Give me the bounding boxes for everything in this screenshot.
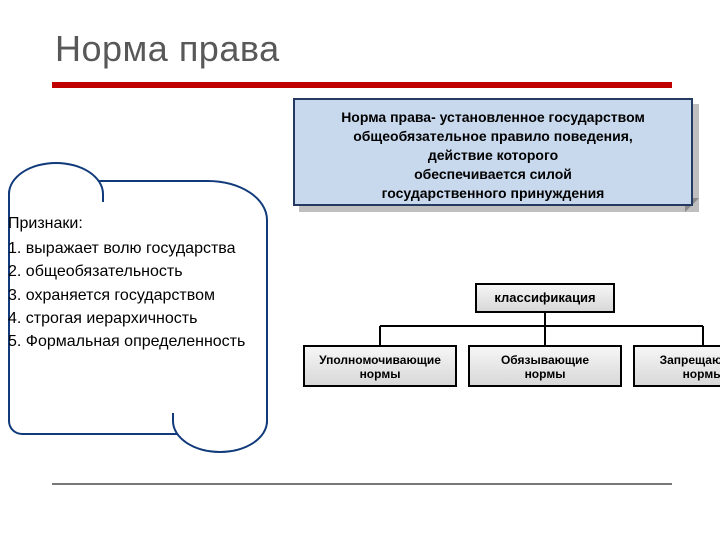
classification-leaf-node: Обязывающие нормы <box>468 345 622 387</box>
leaf-line: нормы <box>470 367 620 381</box>
feature-item: 2. общеобязательность <box>8 260 308 283</box>
leaf-line: Обязывающие <box>470 353 620 367</box>
classification-leaf-node: Уполномочивающие нормы <box>303 345 457 387</box>
definition-panel: Норма права- установленное государством … <box>293 98 693 206</box>
leaf-line: нормы <box>305 367 455 381</box>
page-title: Норма права <box>55 28 280 70</box>
definition-line: общеобязательное правило поведения, <box>305 127 681 146</box>
definition-line: Норма права- установленное государством <box>305 108 681 127</box>
features-list: Признаки: 1. выражает волю государства 2… <box>8 212 308 353</box>
classification-root-node: классификация <box>475 283 615 313</box>
feature-item: 4. строгая иерархичность <box>8 307 308 330</box>
leaf-line: Уполномочивающие <box>305 353 455 367</box>
leaf-line: Запрещающие <box>635 353 720 367</box>
feature-item: 3. охраняется государством <box>8 284 308 307</box>
footer-rule <box>52 483 672 485</box>
feature-item: 5. Формальная определенность <box>8 330 308 353</box>
title-underline <box>52 82 672 88</box>
slide: Норма права Норма права- установленное г… <box>0 0 720 540</box>
definition-line: обеспечивается силой <box>305 165 681 184</box>
classification-leaf-node: Запрещающие нормы <box>633 345 720 387</box>
definition-line: государственного принуждения <box>305 184 681 203</box>
features-header: Признаки: <box>8 212 308 235</box>
definition-line: действие которого <box>305 146 681 165</box>
leaf-line: нормы <box>635 367 720 381</box>
definition-box: Норма права- установленное государством … <box>293 98 693 206</box>
feature-item: 1. выражает волю государства <box>8 237 308 260</box>
